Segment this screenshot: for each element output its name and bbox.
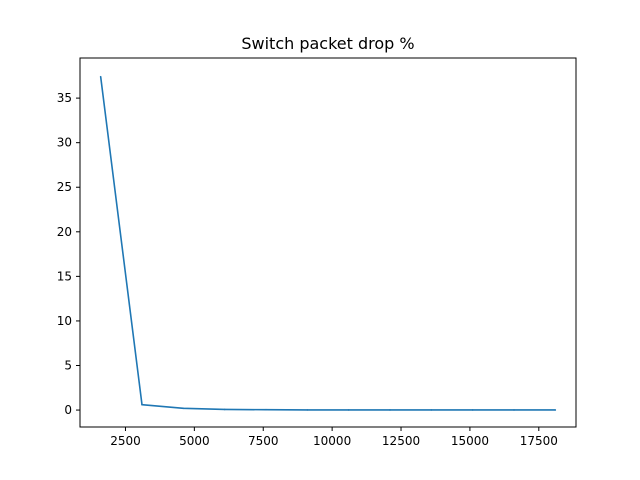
data-point (513, 409, 515, 411)
x-tick-label: 2500 (110, 434, 141, 448)
y-tick-label: 25 (57, 180, 72, 194)
data-point (265, 408, 267, 411)
series-layer (99, 75, 557, 411)
x-tick-label: 7500 (248, 434, 279, 448)
data-point (223, 408, 226, 411)
data-point (141, 403, 143, 406)
data-point (306, 409, 309, 411)
y-tick-label: 10 (57, 314, 72, 328)
x-axis-ticks: 2500 5000 7500 10000 12500 15000 17500 (110, 427, 558, 448)
data-point (430, 409, 433, 411)
data-point (99, 75, 102, 78)
y-tick-label: 5 (64, 359, 72, 373)
x-tick-label: 15000 (451, 434, 489, 448)
data-point (347, 409, 350, 411)
data-point (182, 407, 185, 410)
data-point (554, 409, 557, 411)
plot-area-frame (79, 57, 577, 428)
y-tick-label: 35 (57, 91, 72, 105)
x-tick-label: 12500 (382, 434, 420, 448)
data-point (389, 409, 391, 411)
series-line (99, 76, 556, 411)
y-tick-label: 20 (57, 225, 72, 239)
y-tick-label: 30 (57, 136, 72, 150)
y-tick-label: 0 (64, 403, 72, 417)
chart-title: Switch packet drop % (241, 34, 414, 53)
data-point (471, 409, 474, 411)
y-tick-label: 15 (57, 269, 72, 283)
x-tick-label: 10000 (313, 434, 351, 448)
x-tick-label: 17500 (520, 434, 558, 448)
x-tick-label: 5000 (179, 434, 210, 448)
y-axis-ticks: 0 5 10 15 20 25 30 35 (57, 91, 80, 417)
